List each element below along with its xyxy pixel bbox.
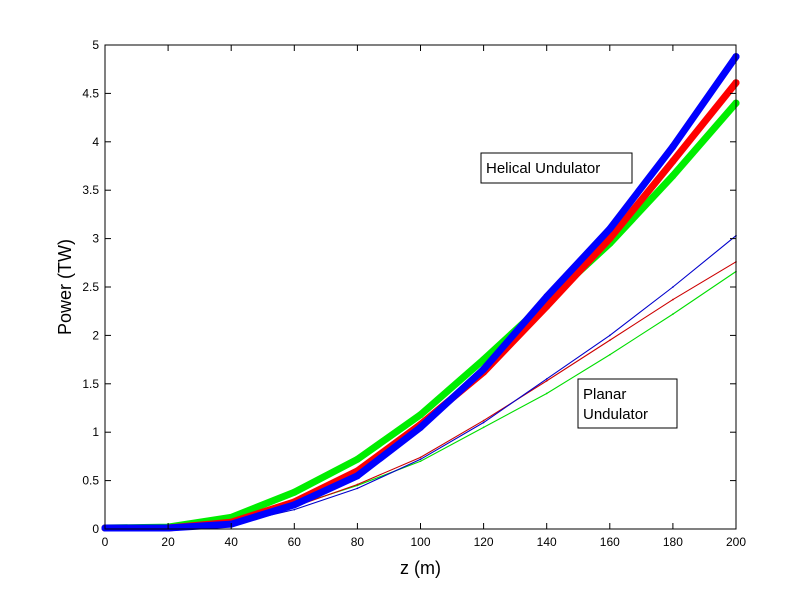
series-layer <box>101 53 740 532</box>
x-tick-label: 140 <box>537 535 557 549</box>
series-2-point <box>290 488 298 496</box>
y-tick-label: 2 <box>92 328 99 342</box>
y-tick-label: 1 <box>92 425 99 439</box>
y-axis-label: Power (TW) <box>55 239 75 335</box>
series-0-point <box>290 501 298 509</box>
series-4-point <box>672 298 674 301</box>
y-tick-label: 0 <box>92 522 99 536</box>
x-tick-label: 60 <box>288 535 302 549</box>
series-3-point <box>293 508 296 511</box>
series-2-point <box>353 455 361 463</box>
series-2-point <box>480 356 488 364</box>
series-5-point <box>419 460 422 463</box>
tick-layer: 0 20 40 60 80 100 120 140 160 180 200 0 0.5 1 1.5 2 2.5 3… <box>82 38 746 549</box>
x-tick-label: 20 <box>161 535 175 549</box>
series-5-point <box>609 353 611 356</box>
annotation-text: Planar <box>583 386 626 403</box>
series-4-point <box>356 483 359 486</box>
series-1-point <box>606 235 614 243</box>
series-3-point <box>672 286 674 288</box>
annotation-text: Helical Undulator <box>486 160 600 177</box>
series-5-point <box>482 426 485 429</box>
x-tick-label: 100 <box>410 535 430 549</box>
annotation-layer: Helical Undulator Planar Undulator <box>480 152 678 429</box>
series-3-point <box>609 334 611 337</box>
series-3-point <box>419 458 422 461</box>
series-3-point <box>482 421 485 424</box>
series-2-point <box>417 411 424 419</box>
x-tick-label: 120 <box>474 535 494 549</box>
annotation-box <box>480 152 633 184</box>
series-4-point <box>609 339 611 342</box>
series-0-point <box>353 472 361 480</box>
series-4-point <box>545 380 548 382</box>
x-tick-label: 180 <box>663 535 683 549</box>
series-1-point <box>543 302 551 310</box>
y-tick-label: 4 <box>92 135 99 149</box>
series-4-point <box>482 419 485 422</box>
x-tick-label: 40 <box>225 535 239 549</box>
x-tick-label: 80 <box>351 535 365 549</box>
series-2-point <box>669 172 677 180</box>
series-5-point <box>672 313 674 315</box>
series-4-point <box>419 456 422 459</box>
y-tick-label: 2.5 <box>82 280 99 294</box>
y-tick-label: 5 <box>92 38 99 52</box>
series-3-point <box>545 378 548 380</box>
x-tick-label: 0 <box>102 535 109 549</box>
series-0-point <box>480 365 488 373</box>
series-0-point <box>606 225 614 233</box>
series-1-point <box>669 157 677 165</box>
series-0-point <box>669 143 677 151</box>
y-tick-label: 3.5 <box>82 183 99 197</box>
x-axis-label: z (m) <box>400 558 441 578</box>
y-tick-label: 4.5 <box>82 86 99 100</box>
x-tick-label: 160 <box>600 535 620 549</box>
series-3-point <box>356 487 359 490</box>
y-tick-label: 1.5 <box>82 377 99 391</box>
annotation-text: Undulator <box>583 406 648 423</box>
series-5-point <box>545 392 548 395</box>
series-0-point <box>543 293 551 301</box>
series-0-point <box>417 423 424 431</box>
y-tick-label: 3 <box>92 232 99 246</box>
y-tick-label: 0.5 <box>82 474 99 488</box>
annotation-box <box>577 378 678 429</box>
x-tick-label: 200 <box>726 535 746 549</box>
